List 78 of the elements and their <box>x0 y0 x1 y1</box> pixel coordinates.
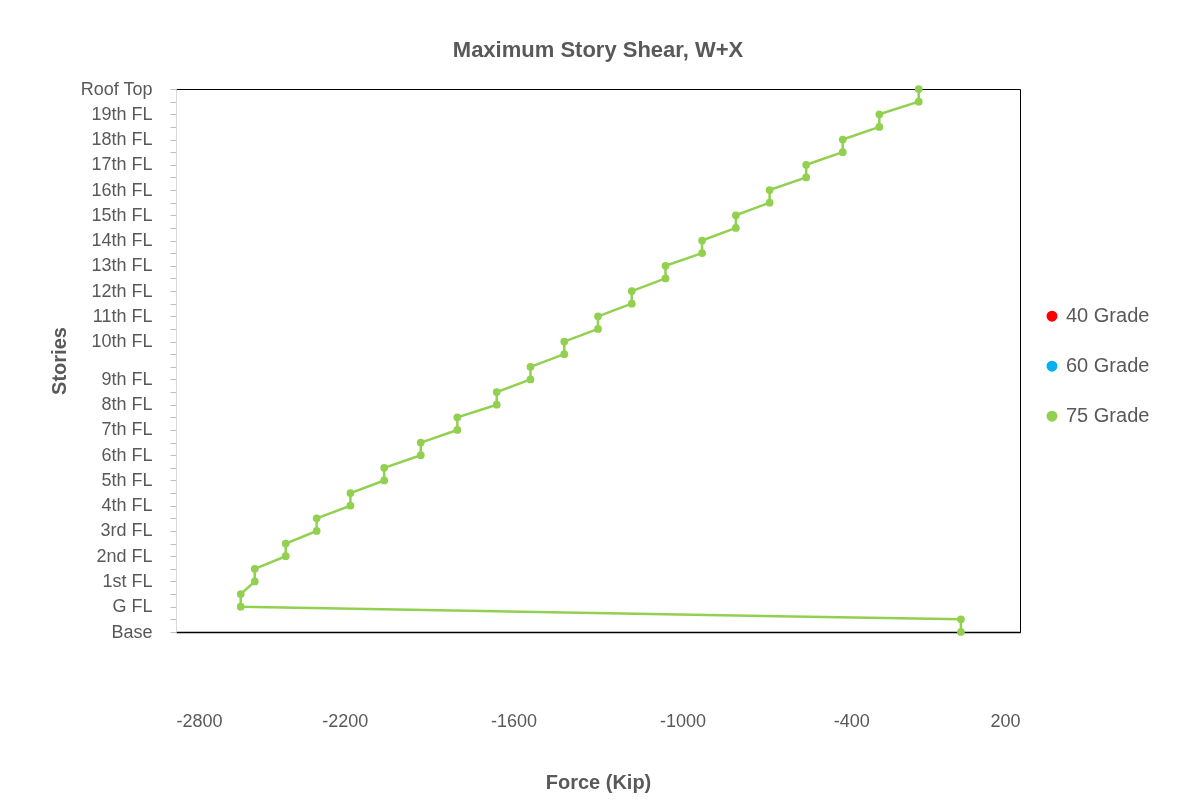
point <box>492 388 501 396</box>
x-tick-label: -2200 <box>322 710 369 731</box>
y-tick-label: 3rd FL <box>100 520 153 541</box>
y-tick-label: G FL <box>112 596 153 617</box>
point <box>250 577 259 586</box>
point <box>416 438 425 447</box>
point <box>627 299 636 308</box>
x-tick-label: -400 <box>833 710 870 731</box>
point <box>731 224 740 232</box>
point <box>914 97 923 106</box>
point <box>627 287 636 295</box>
point <box>346 489 355 497</box>
y-tick-label: 19th FL <box>91 103 153 124</box>
point <box>312 527 321 535</box>
point <box>594 312 602 321</box>
y-tick-label: 18th FL <box>91 129 153 150</box>
point <box>765 186 774 194</box>
point <box>661 261 670 270</box>
legend-label: 60 Grade <box>1066 354 1150 377</box>
point <box>698 249 706 258</box>
y-tick-label: 6th FL <box>101 444 153 465</box>
x-tick-label: -1000 <box>659 710 706 731</box>
point <box>875 110 884 119</box>
point <box>914 85 923 93</box>
point <box>560 350 569 359</box>
point <box>731 211 740 220</box>
point <box>380 476 389 485</box>
x-axis-title: Force (Kip) <box>545 770 652 793</box>
y-tick-label: 9th FL <box>101 368 153 389</box>
point <box>346 501 355 510</box>
y-tick-label: Base <box>111 621 153 642</box>
y-tick-label: 2nd FL <box>96 545 153 566</box>
point <box>957 628 965 636</box>
x-tick-label: 200 <box>990 710 1021 731</box>
y-tick-label: 5th FL <box>101 469 153 490</box>
point <box>281 539 290 548</box>
point <box>526 375 535 384</box>
point <box>838 135 847 144</box>
point <box>802 173 811 182</box>
point <box>957 615 965 624</box>
y-tick-label: 16th FL <box>91 179 153 200</box>
point <box>453 426 462 434</box>
point <box>416 451 425 460</box>
point <box>594 325 602 333</box>
point <box>765 198 774 207</box>
point <box>492 400 501 409</box>
point <box>380 463 389 472</box>
y-tick-label: Roof Top <box>80 78 153 99</box>
point <box>281 552 290 561</box>
y-tick-label: 10th FL <box>91 331 153 352</box>
point <box>250 565 259 573</box>
y-tick-label: 17th FL <box>91 154 153 175</box>
y-tick-label: 11th FL <box>92 305 153 326</box>
point <box>698 236 706 245</box>
point <box>875 123 884 131</box>
y-tick-label: 15th FL <box>91 204 153 225</box>
x-tick-label: -2800 <box>176 710 223 731</box>
point <box>236 602 245 611</box>
x-tick-label: -1600 <box>491 710 538 731</box>
point <box>802 160 811 169</box>
y-tick-label: 14th FL <box>91 230 153 251</box>
y-tick-label: 13th FL <box>91 255 153 276</box>
point <box>236 590 245 598</box>
point <box>312 514 321 523</box>
legend-label: 75 Grade <box>1066 404 1150 427</box>
y-tick-label: 8th FL <box>101 394 153 415</box>
point <box>838 148 847 156</box>
y-tick-label: 1st FL <box>102 570 153 591</box>
y-tick-label: 4th FL <box>101 495 153 516</box>
y-tick-label: 12th FL <box>91 280 153 301</box>
point <box>526 362 535 371</box>
y-axis-title: Stories <box>48 327 71 395</box>
point <box>453 413 462 422</box>
y-tick-label: 7th FL <box>101 419 153 440</box>
legend-label: 40 Grade <box>1066 304 1150 327</box>
point <box>560 337 569 346</box>
chart-title: Maximum Story Shear, W+X <box>452 37 744 62</box>
point <box>661 274 670 283</box>
